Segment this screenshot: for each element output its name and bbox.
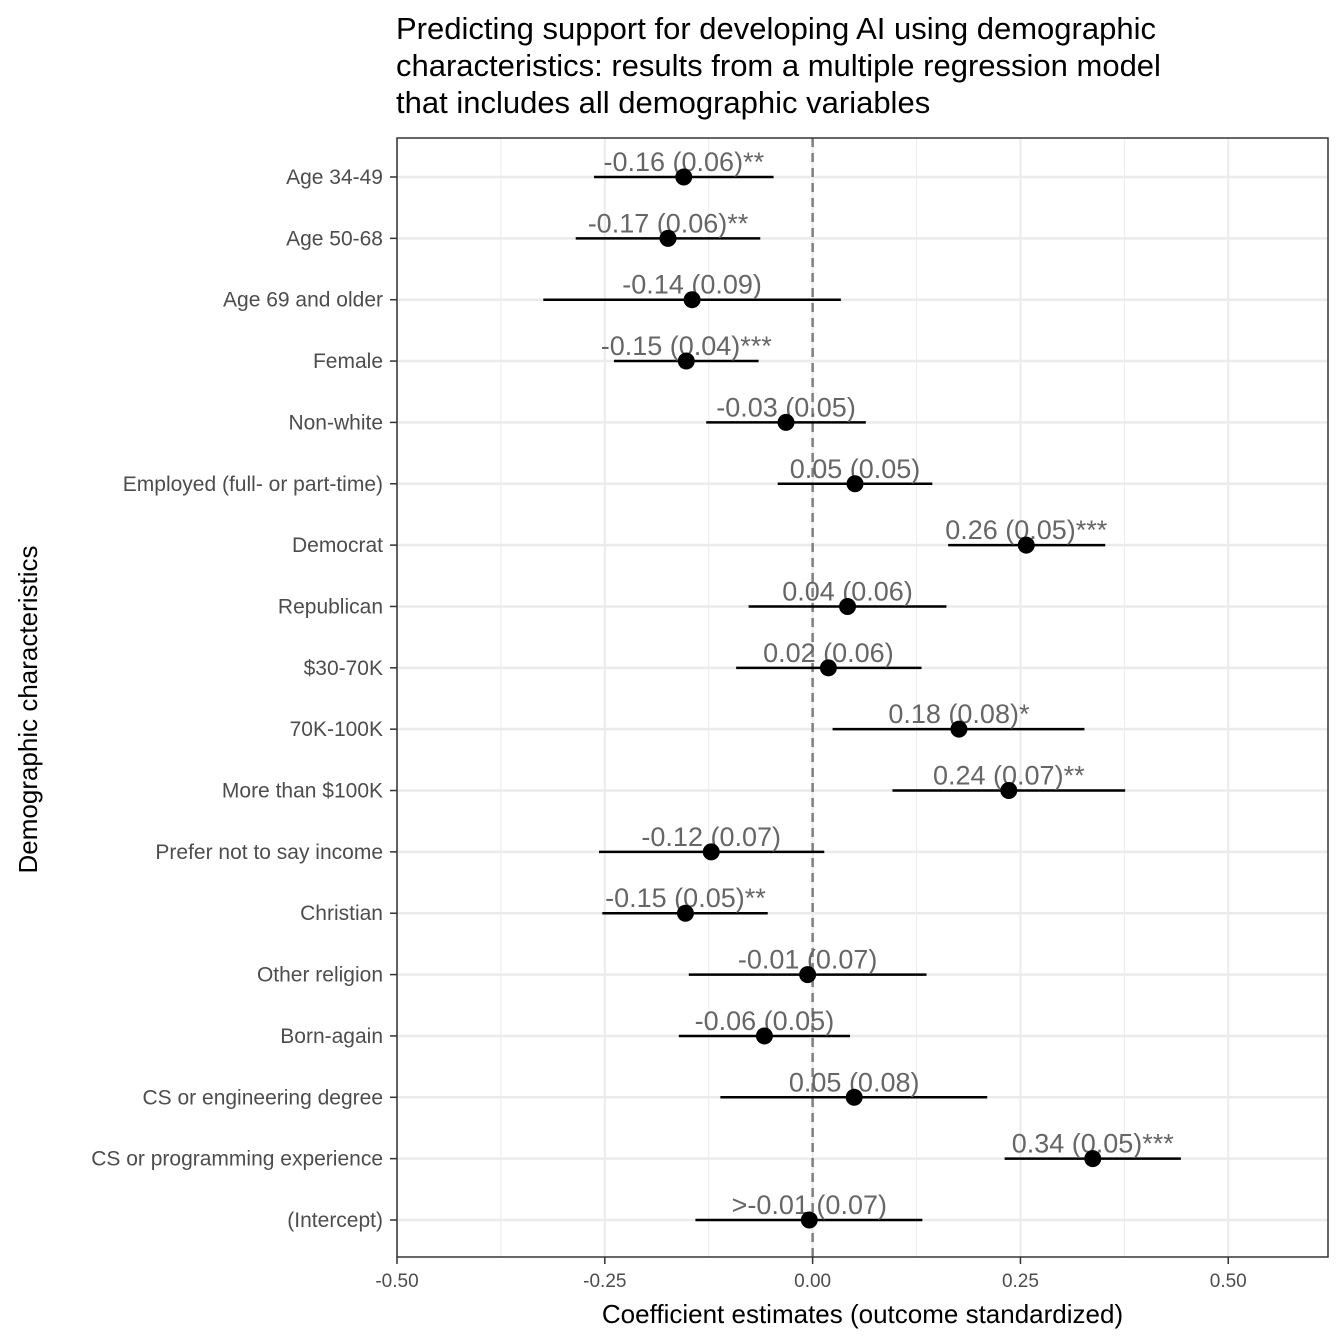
x-tick-label: 0.50 bbox=[1210, 1271, 1247, 1292]
axis-layer: Age 34-49 Age 50-68 Age 69 and older Female… bbox=[91, 166, 1247, 1292]
y-tick-label: CS or engineering degree bbox=[143, 1086, 384, 1109]
y-tick-label: Employed (full- or part-time) bbox=[123, 473, 383, 496]
point-estimate bbox=[1000, 782, 1018, 800]
x-axis-title: Coefficient estimates (outcome standardi… bbox=[602, 1299, 1123, 1329]
x-tick-label: -0.25 bbox=[583, 1271, 626, 1292]
point-estimate bbox=[799, 966, 817, 984]
chart-title-line: that includes all demographic variables bbox=[396, 85, 931, 120]
point-estimate bbox=[1017, 536, 1035, 554]
x-tick-label: 0.00 bbox=[794, 1271, 831, 1292]
point-estimate bbox=[839, 597, 857, 615]
y-tick-label: Born-again bbox=[280, 1025, 383, 1048]
y-tick-label: Age 69 and older bbox=[223, 289, 383, 312]
y-tick-label: Age 34-49 bbox=[286, 166, 383, 189]
point-estimate bbox=[777, 413, 795, 431]
y-tick-label: Democrat bbox=[292, 534, 383, 557]
y-tick-label: Non-white bbox=[288, 411, 383, 434]
point-estimate bbox=[702, 843, 720, 861]
y-tick-label: $30-70K bbox=[304, 657, 383, 680]
y-tick-label: CS or programming experience bbox=[91, 1148, 383, 1171]
point-estimate bbox=[845, 1088, 863, 1106]
point-estimate bbox=[755, 1027, 773, 1045]
y-tick-label: (Intercept) bbox=[287, 1209, 383, 1232]
x-tick-label: -0.50 bbox=[375, 1271, 418, 1292]
y-axis-title: Demographic characteristics bbox=[13, 545, 43, 873]
x-tick-label: 0.25 bbox=[1002, 1271, 1039, 1292]
chart-title-line: characteristics: results from a multiple… bbox=[396, 48, 1161, 83]
point-estimate bbox=[819, 659, 837, 677]
y-tick-label: More than $100K bbox=[222, 780, 383, 803]
panel-border bbox=[396, 137, 1329, 1258]
point-estimate bbox=[846, 475, 864, 493]
point-estimate bbox=[950, 720, 968, 738]
y-tick-label: Prefer not to say income bbox=[155, 841, 383, 864]
y-tick-label: Republican bbox=[278, 595, 383, 618]
y-tick-label: 70K-100K bbox=[290, 718, 383, 741]
point-estimate bbox=[683, 291, 701, 309]
chart-title-line: Predicting support for developing AI usi… bbox=[396, 11, 1156, 46]
point-estimate bbox=[676, 904, 694, 922]
point-estimate bbox=[659, 229, 677, 247]
y-tick-label: Other religion bbox=[257, 964, 383, 987]
marks-layer: -0.16 (0.06)**-0.17 (0.06)**-0.14 (0.09)… bbox=[543, 147, 1181, 1229]
point-estimate bbox=[677, 352, 695, 370]
y-tick-label: Age 50-68 bbox=[286, 227, 383, 250]
chart-title: Predicting support for developing AI usi… bbox=[396, 10, 1326, 121]
y-tick-label: Female bbox=[313, 350, 383, 373]
point-estimate bbox=[675, 168, 693, 186]
point-estimate bbox=[800, 1211, 818, 1229]
point-estimate bbox=[1084, 1150, 1102, 1168]
y-tick-label: Christian bbox=[300, 902, 383, 925]
